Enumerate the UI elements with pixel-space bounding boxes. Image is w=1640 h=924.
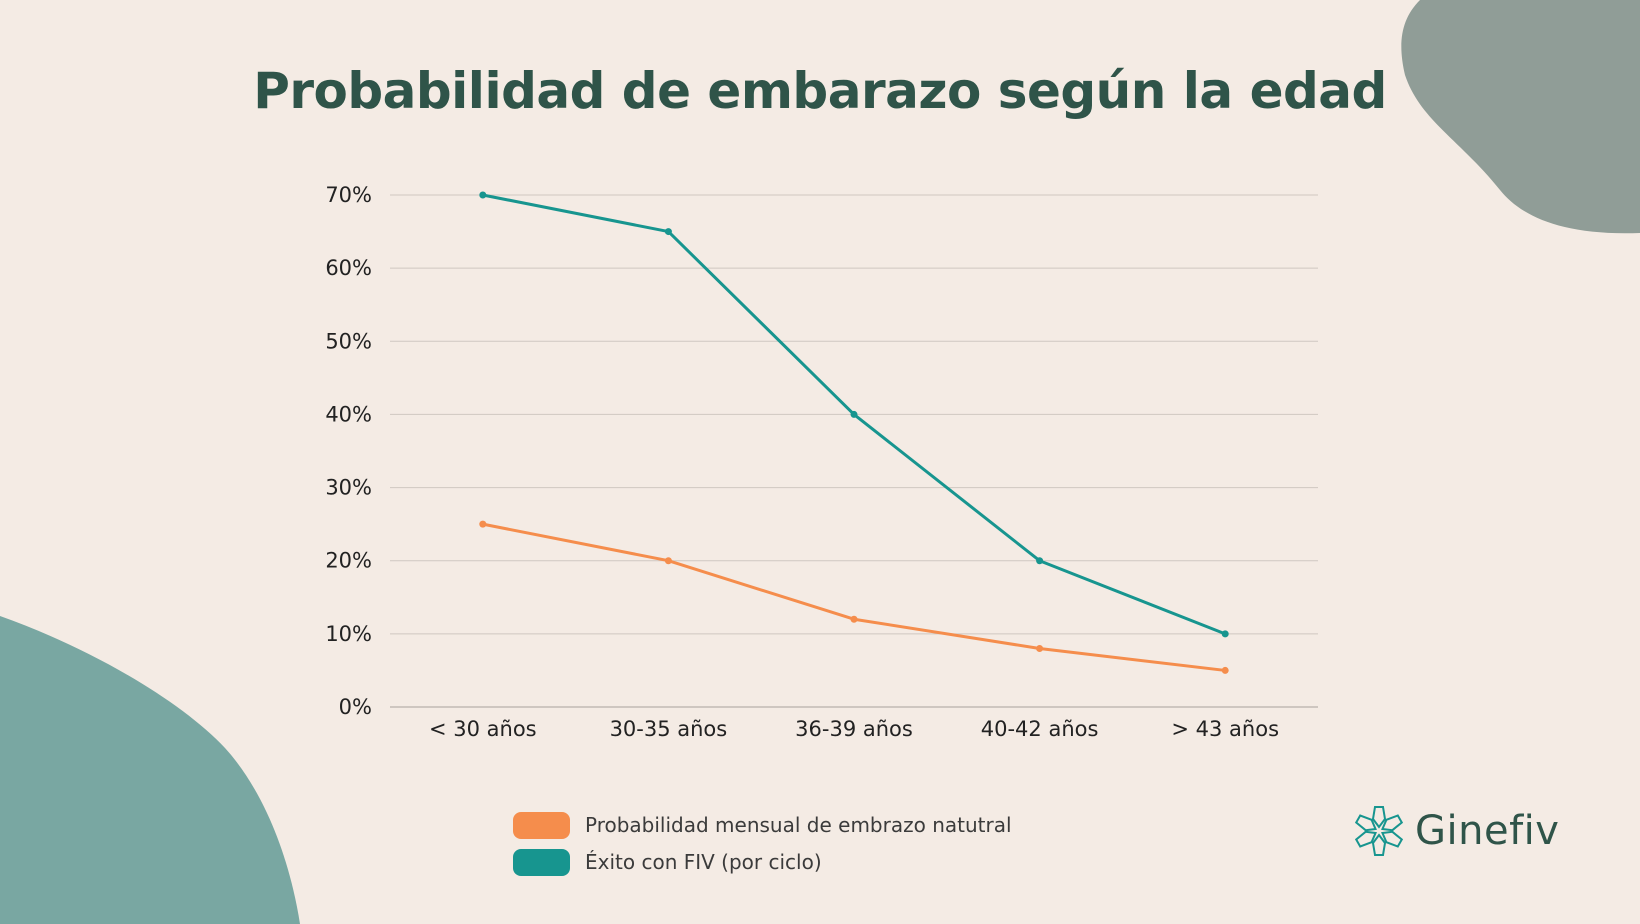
legend-swatch-natural	[513, 811, 570, 839]
flower-logo-icon	[1354, 806, 1404, 856]
data-point-fiv	[479, 191, 487, 199]
series-line-natural	[481, 522, 1227, 672]
ginefiv-logo: Ginefiv	[1351, 803, 1559, 859]
y-tick-label: 20%	[325, 549, 372, 573]
series	[479, 191, 1229, 674]
data-point-natural	[1036, 644, 1044, 652]
data-point-natural	[1221, 666, 1229, 674]
legend-item-fiv: Éxito con FIV (por ciclo)	[513, 848, 1012, 876]
data-point-natural	[850, 615, 858, 623]
chart-title: Probabilidad de embarazo según la edad	[253, 62, 1387, 120]
y-axis-ticks: 0% 10% 20% 30% 40% 50% 60% 70%	[325, 183, 372, 719]
data-point-fiv	[1036, 557, 1044, 565]
y-tick-label: 10%	[325, 622, 372, 646]
data-point-fiv	[1221, 630, 1229, 638]
x-tick-label: < 30 años	[429, 717, 537, 741]
legend-swatch-fiv	[513, 848, 570, 876]
x-tick-label: > 43 años	[1171, 717, 1279, 741]
y-tick-label: 30%	[325, 476, 372, 500]
y-tick-label: 60%	[325, 256, 372, 280]
y-tick-label: 40%	[325, 402, 372, 426]
legend-label-natural: Probabilidad mensual de embrazo natutral	[585, 813, 1012, 837]
data-point-fiv	[850, 410, 858, 418]
data-point-natural	[479, 520, 487, 528]
legend-label-fiv: Éxito con FIV (por ciclo)	[585, 850, 822, 874]
gridlines	[390, 194, 1318, 708]
legend: Probabilidad mensual de embrazo natutral…	[513, 811, 1012, 885]
legend-item-natural: Probabilidad mensual de embrazo natutral	[513, 811, 1012, 839]
x-tick-label: 36-39 años	[795, 717, 913, 741]
logo-text: Ginefiv	[1415, 808, 1560, 854]
x-tick-label: 30-35 años	[610, 717, 728, 741]
x-axis-ticks: < 30 años 30-35 años 36-39 años 40-42 años >…	[429, 717, 1279, 741]
data-point-fiv	[664, 228, 672, 236]
data-point-natural	[664, 557, 672, 565]
y-tick-label: 0%	[339, 695, 372, 719]
y-tick-label: 50%	[325, 329, 372, 353]
y-tick-label: 70%	[325, 183, 372, 207]
x-tick-label: 40-42 años	[981, 717, 1099, 741]
